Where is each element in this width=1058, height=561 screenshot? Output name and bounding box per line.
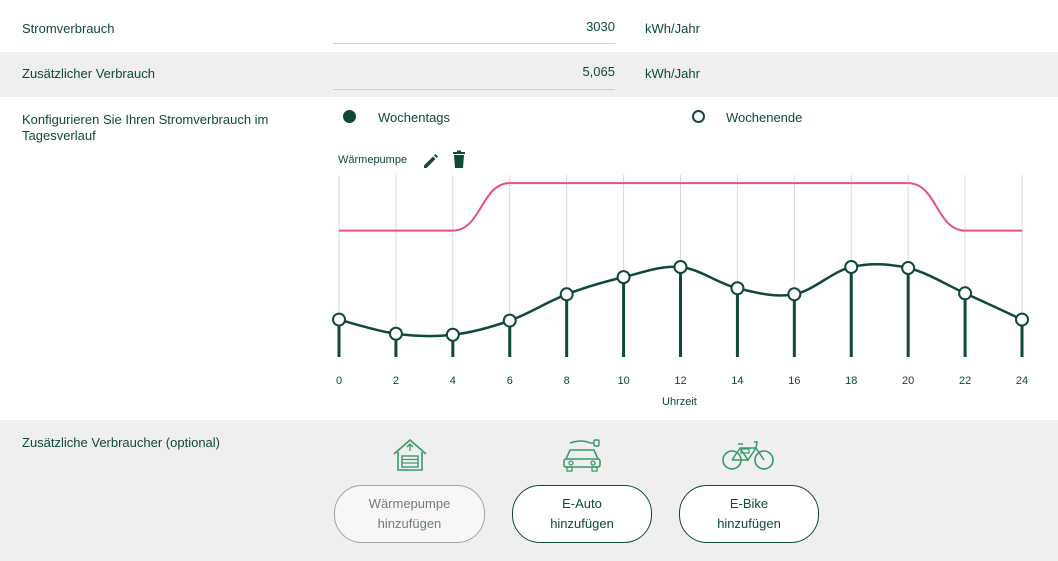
data-point-handle[interactable] bbox=[559, 287, 574, 302]
additional-underline bbox=[333, 89, 615, 90]
data-point-handle[interactable] bbox=[730, 281, 745, 296]
x-tick-label: 18 bbox=[845, 375, 858, 387]
data-point-handle[interactable] bbox=[332, 312, 346, 327]
x-tick-label: 14 bbox=[731, 375, 744, 387]
x-tick-label: 6 bbox=[506, 375, 513, 387]
data-point-handle[interactable] bbox=[616, 270, 631, 285]
x-tick-label: 8 bbox=[563, 375, 570, 387]
consumption-input[interactable]: 3030 bbox=[586, 19, 615, 34]
x-tick-label: 22 bbox=[958, 375, 972, 387]
data-point-handle[interactable] bbox=[787, 287, 802, 302]
x-tick-label: 10 bbox=[617, 375, 630, 387]
x-tick-label: 4 bbox=[449, 375, 456, 387]
add-ebike-button[interactable]: E-Bike hinzufügen bbox=[679, 485, 819, 543]
add-heatpump-button[interactable]: Wärmepumpe hinzufügen bbox=[334, 485, 485, 543]
house-heatpump-icon bbox=[393, 438, 427, 471]
data-point-handle[interactable] bbox=[673, 260, 688, 275]
optional-label: Zusätzliche Verbraucher (optional) bbox=[22, 435, 220, 450]
reference-line bbox=[339, 182, 1022, 232]
pencil-icon[interactable] bbox=[421, 151, 441, 171]
additional-value: 5,065 bbox=[582, 64, 615, 79]
data-point-handle[interactable] bbox=[901, 261, 916, 276]
x-tick-label: 24 bbox=[1015, 375, 1029, 387]
data-point-handle[interactable] bbox=[388, 326, 403, 341]
add-ecar-button[interactable]: E-Auto hinzufügen bbox=[512, 485, 652, 543]
data-point-handle[interactable] bbox=[844, 260, 859, 275]
weekday-radio[interactable] bbox=[343, 110, 356, 123]
additional-label: Zusätzlicher Verbrauch bbox=[22, 66, 155, 81]
trash-icon[interactable] bbox=[450, 150, 468, 170]
additional-row: Zusätzlicher Verbrauch 5,065 kWh/Jahr bbox=[0, 52, 1058, 97]
weekday-label[interactable]: Wochentags bbox=[378, 110, 451, 125]
weekend-radio[interactable] bbox=[692, 110, 705, 123]
consumption-input-underline bbox=[333, 43, 615, 44]
consumption-chart[interactable] bbox=[320, 165, 1040, 365]
weekend-label[interactable]: Wochenende bbox=[726, 110, 803, 125]
ebike-icon bbox=[722, 441, 774, 470]
x-tick-label: 16 bbox=[788, 375, 801, 387]
data-point-handle[interactable] bbox=[445, 327, 460, 342]
consumption-label: Stromverbrauch bbox=[22, 21, 115, 36]
data-point-handle[interactable] bbox=[1015, 312, 1029, 327]
optional-row: Zusätzliche Verbraucher (optional) Wärme… bbox=[0, 420, 1058, 561]
x-axis-label: Uhrzeit bbox=[662, 396, 697, 408]
consumption-unit: kWh/Jahr bbox=[645, 21, 700, 36]
x-tick-label: 2 bbox=[392, 375, 399, 387]
x-tick-label: 20 bbox=[902, 375, 915, 387]
consumption-row: Stromverbrauch 3030 kWh/Jahr bbox=[0, 0, 1058, 50]
x-tick-label: 12 bbox=[674, 375, 687, 387]
additional-unit: kWh/Jahr bbox=[645, 66, 700, 81]
data-point-handle[interactable] bbox=[958, 286, 973, 301]
data-point-handle[interactable] bbox=[502, 313, 517, 328]
configure-label: Konfigurieren Sie Ihren Stromverbrauch i… bbox=[22, 112, 269, 143]
electric-car-icon bbox=[563, 439, 601, 472]
x-tick-label: 0 bbox=[335, 375, 343, 387]
device-name: Wärmepumpe bbox=[338, 154, 408, 166]
